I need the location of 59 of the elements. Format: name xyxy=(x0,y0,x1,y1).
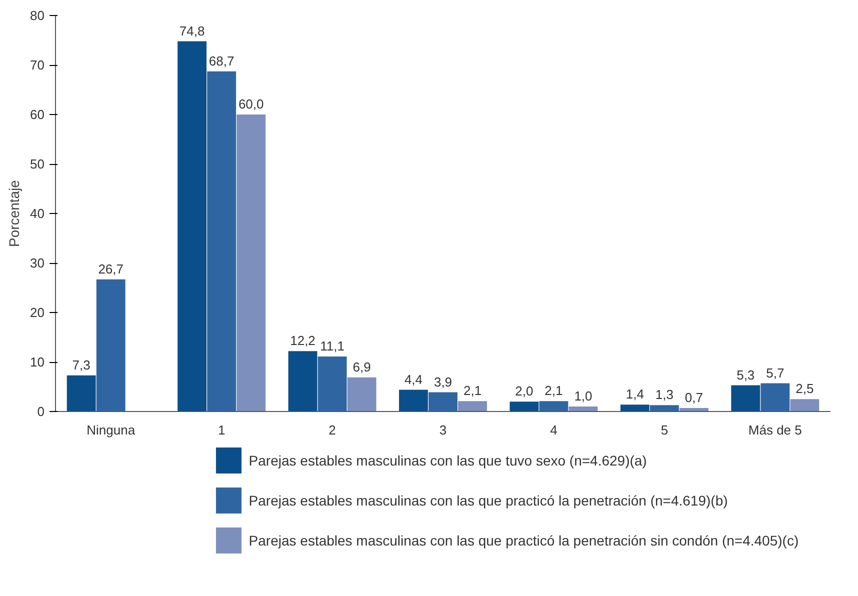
bar xyxy=(650,405,679,412)
data-label: 1,0 xyxy=(574,388,592,404)
data-label: 0,7 xyxy=(684,390,703,406)
y-axis-title: Porcentaje xyxy=(6,180,22,247)
y-tick-label: 20 xyxy=(30,305,45,320)
data-label: 2,1 xyxy=(463,383,482,398)
data-label: 60,0 xyxy=(238,96,264,112)
legend-label: Parejas estables masculinas con las que tuvo sexo (n=4.629)(a) xyxy=(248,452,647,468)
x-tick-label: 4 xyxy=(550,422,558,438)
bar xyxy=(96,279,126,412)
y-tick-label: 80 xyxy=(30,8,45,23)
data-label: 3,9 xyxy=(434,374,452,390)
data-label: 5,3 xyxy=(736,367,755,382)
bar xyxy=(66,375,96,412)
data-label: 1,3 xyxy=(655,387,674,402)
data-label: 7,3 xyxy=(72,357,90,372)
data-label: 2,1 xyxy=(544,383,563,398)
legend-label: Parejas estables masculinas con las que practicó la penetración (n=4.619)(b) xyxy=(248,492,728,508)
bar xyxy=(510,402,539,412)
data-label: 5,7 xyxy=(766,365,784,380)
data-label: 11,1 xyxy=(320,338,344,354)
bar xyxy=(568,406,598,412)
x-tick-label: 1 xyxy=(218,422,226,438)
bar xyxy=(178,41,207,412)
bar xyxy=(539,401,568,412)
y-tick-label: 70 xyxy=(30,58,45,72)
bar xyxy=(399,390,428,412)
bar xyxy=(731,385,760,412)
data-label: 12,2 xyxy=(290,333,316,348)
bar xyxy=(790,399,820,412)
x-tick-label: 2 xyxy=(328,422,336,438)
bar xyxy=(318,356,347,412)
legend-label: Parejas estables masculinas con las que practicó la penetración sin condón (n=4.405)(c) xyxy=(248,532,799,548)
bar xyxy=(428,392,458,412)
y-tick-label: 10 xyxy=(30,354,45,370)
y-tick-label: 0 xyxy=(37,404,45,419)
data-label: 1,4 xyxy=(626,386,644,402)
y-tick-label: 60 xyxy=(30,107,45,122)
data-label: 2,0 xyxy=(515,384,534,399)
bar xyxy=(288,351,318,412)
y-tick-label: 30 xyxy=(30,256,45,270)
y-tick-label: 40 xyxy=(30,206,45,221)
data-label: 4,4 xyxy=(404,372,423,387)
data-label: 6,9 xyxy=(352,359,371,374)
y-tick-label: 50 xyxy=(30,156,45,172)
x-tick-label: Más de 5 xyxy=(748,422,802,438)
x-tick-label: 3 xyxy=(439,422,447,438)
bar xyxy=(620,404,650,412)
data-label: 26,7 xyxy=(98,261,124,276)
bar xyxy=(236,114,266,412)
data-label: 2,5 xyxy=(796,381,814,396)
bar xyxy=(207,71,236,412)
x-tick-label: Ninguna xyxy=(86,422,136,438)
x-tick-label: 5 xyxy=(660,422,668,438)
data-label: 68,7 xyxy=(208,53,234,68)
bar xyxy=(347,377,376,412)
bar xyxy=(760,383,790,412)
data-label: 74,8 xyxy=(179,23,205,38)
bar xyxy=(458,401,487,412)
